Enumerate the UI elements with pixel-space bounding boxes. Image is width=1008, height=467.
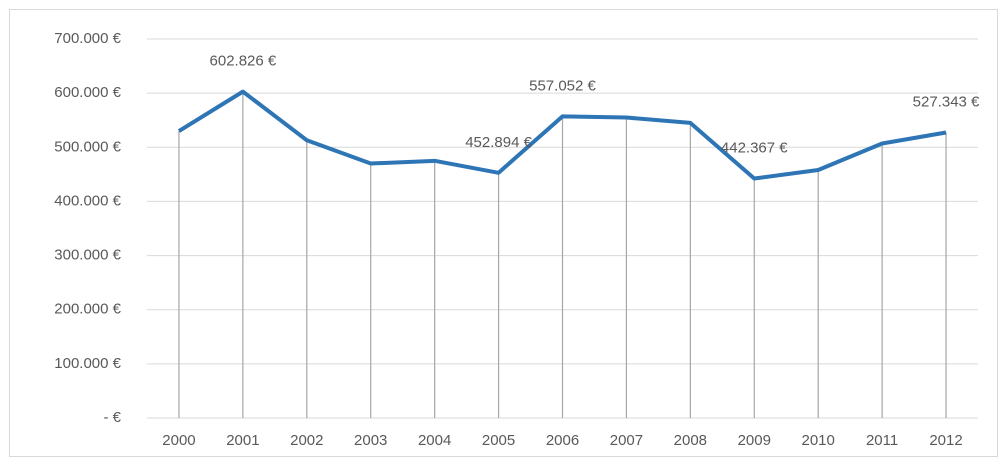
data-label: 452.894 €	[465, 134, 532, 151]
x-tick-label: 2009	[738, 432, 771, 449]
data-label: 557.052 €	[529, 77, 596, 94]
x-tick-label: 2003	[354, 432, 387, 449]
y-tick-label: 300.000 €	[54, 247, 121, 264]
y-tick-label: 500.000 €	[54, 138, 121, 155]
y-tick-label: 400.000 €	[54, 192, 121, 209]
x-tick-label: 2011	[866, 432, 898, 449]
data-label: 527.343 €	[913, 93, 980, 110]
x-tick-label: 2006	[546, 432, 579, 449]
y-tick-label: 700.000 €	[54, 30, 121, 47]
x-tick-label: 2007	[610, 432, 643, 449]
data-label: 602.826 €	[210, 53, 277, 70]
x-tick-label: 2008	[674, 432, 707, 449]
x-tick-label: 2004	[418, 432, 451, 449]
y-tick-label: 600.000 €	[54, 84, 121, 101]
y-tick-label: 100.000 €	[54, 355, 121, 372]
line-series	[177, 89, 947, 181]
x-tick-label: 2005	[482, 432, 515, 449]
x-tick-label: 2012	[929, 432, 962, 449]
chart-border	[9, 9, 998, 457]
x-tick-label: 2000	[162, 432, 195, 449]
data-label: 442.367 €	[721, 139, 788, 156]
y-tick-label: 200.000 €	[54, 301, 121, 318]
y-tick-label: - €	[103, 409, 121, 426]
x-tick-label: 2001	[226, 432, 259, 449]
x-tick-label: 2010	[802, 432, 835, 449]
x-tick-label: 2002	[290, 432, 323, 449]
